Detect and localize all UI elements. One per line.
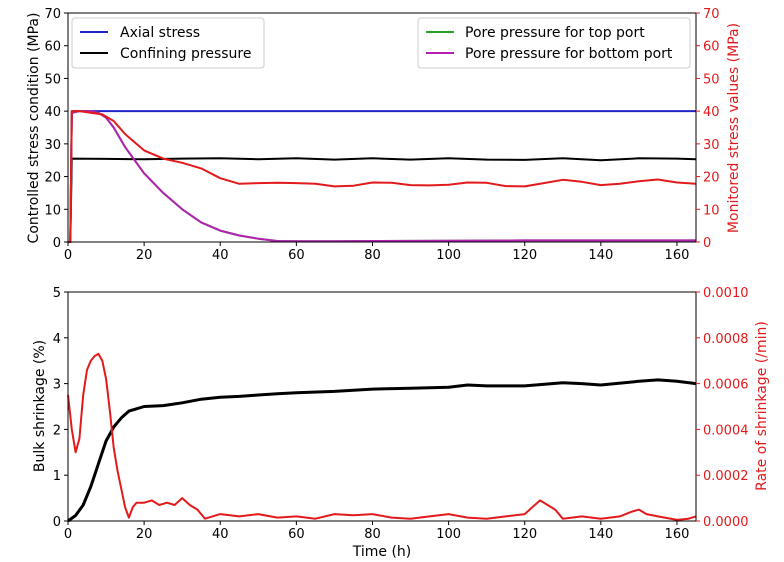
top-x-ticks: 0 20 40 60 80 100 120 140 160	[64, 242, 690, 263]
x-tick-label: 60	[288, 527, 305, 542]
series-line-bulk-shrinkage	[67, 378, 697, 523]
x-tick-label: 20	[136, 527, 153, 542]
x-tick-label: 120	[512, 527, 537, 542]
bottom-y-axis-label-right: Rate of shrinkage (/min)	[754, 321, 770, 491]
y-tick-label: 5	[53, 286, 61, 301]
x-tick-label: 20	[136, 248, 153, 263]
y-right-tick-label: 20	[703, 171, 720, 186]
top-axes-frame	[67, 12, 697, 243]
y-right-tick-label: 30	[703, 138, 720, 153]
legend-label-top-port: Pore pressure for top port	[465, 25, 645, 41]
top-legend-left: Axial stress Confining pressure	[71, 17, 265, 69]
y-right-tick-label: 0.0010	[703, 286, 749, 301]
y-right-tick-label: 0.0004	[703, 423, 749, 438]
top-y-ticks-right: 0 10 20 30 40 50 60 70	[696, 7, 720, 251]
legend-frame	[71, 17, 265, 69]
bottom-x-ticks: 0 20 40 60 80 100 120 140 160	[64, 521, 690, 542]
x-tick-label: 40	[212, 248, 229, 263]
x-tick-label: 60	[288, 248, 305, 263]
top-y-axis-label: Controlled stress condition (MPa)	[26, 13, 42, 244]
y-tick-label: 2	[53, 423, 61, 438]
x-tick-label: 120	[512, 248, 537, 263]
x-tick-label: 80	[364, 527, 381, 542]
x-tick-label: 140	[588, 248, 613, 263]
top-y-ticks: 0 10 20 30 40 50 60 70	[44, 7, 68, 251]
bottom-axes-frame	[67, 291, 697, 522]
series-line-unlabeled-4	[68, 110, 697, 243]
bottom-plot-area	[67, 352, 697, 523]
bottom-y-axis-label: Bulk shrinkage (%)	[32, 340, 48, 472]
legend-label-bottom-port: Pore pressure for bottom port	[465, 46, 673, 62]
x-tick-label: 0	[64, 527, 72, 542]
top-panel: 0 20 40 60 80 100 120 140 160 0 10 20 30 40 50 60 70 0 1…	[26, 7, 742, 263]
y-tick-label: 30	[44, 138, 61, 153]
y-tick-label: 4	[53, 332, 61, 347]
y-tick-label: 10	[44, 203, 61, 218]
x-tick-label: 40	[212, 527, 229, 542]
x-tick-label: 100	[436, 248, 461, 263]
x-tick-label: 160	[665, 248, 690, 263]
y-tick-label: 40	[44, 105, 61, 120]
y-right-tick-label: 10	[703, 203, 720, 218]
y-right-tick-label: 0.0000	[703, 515, 749, 530]
bottom-x-axis-label: Time (h)	[352, 544, 412, 560]
legend-label-confining: Confining pressure	[120, 46, 251, 62]
x-tick-label: 0	[64, 248, 72, 263]
y-right-tick-label: 60	[703, 40, 720, 55]
y-tick-label: 70	[44, 7, 61, 22]
y-tick-label: 3	[53, 378, 61, 393]
y-tick-label: 60	[44, 40, 61, 55]
y-right-tick-label: 0.0002	[703, 469, 749, 484]
series-line-confining-pressure	[68, 157, 697, 243]
x-tick-label: 100	[436, 527, 461, 542]
top-plot-area	[68, 110, 697, 243]
bottom-y-ticks-right: 0.0000 0.0002 0.0004 0.0006 0.0008 0.0010	[696, 286, 749, 530]
x-tick-label: 80	[364, 248, 381, 263]
y-right-tick-label: 0.0006	[703, 378, 749, 393]
series-line-pore-pressure-for-top-port	[68, 110, 696, 243]
legend-frame	[417, 17, 691, 69]
bottom-y-ticks: 0 1 2 3 4 5	[53, 286, 68, 530]
series-line-pore-pressure-for-bottom-port	[68, 110, 696, 243]
legend-label-axial: Axial stress	[120, 25, 200, 41]
y-right-tick-label: 50	[703, 72, 720, 87]
y-tick-label: 0	[53, 515, 61, 530]
series-line-rate-of-shrinkage	[67, 352, 697, 521]
series-line-axial-stress	[68, 110, 696, 243]
y-right-tick-label: 40	[703, 105, 720, 120]
top-y-axis-label-right: Monitored stress values (MPa)	[726, 23, 742, 233]
y-right-tick-label: 0	[703, 236, 711, 251]
y-tick-label: 20	[44, 171, 61, 186]
y-right-tick-label: 70	[703, 7, 720, 22]
x-tick-label: 140	[588, 527, 613, 542]
y-tick-label: 0	[53, 236, 61, 251]
y-tick-label: 50	[44, 72, 61, 87]
y-right-tick-label: 0.0008	[703, 332, 749, 347]
top-legend-right: Pore pressure for top port Pore pressure…	[417, 17, 691, 69]
y-tick-label: 1	[53, 469, 61, 484]
x-tick-label: 160	[665, 527, 690, 542]
